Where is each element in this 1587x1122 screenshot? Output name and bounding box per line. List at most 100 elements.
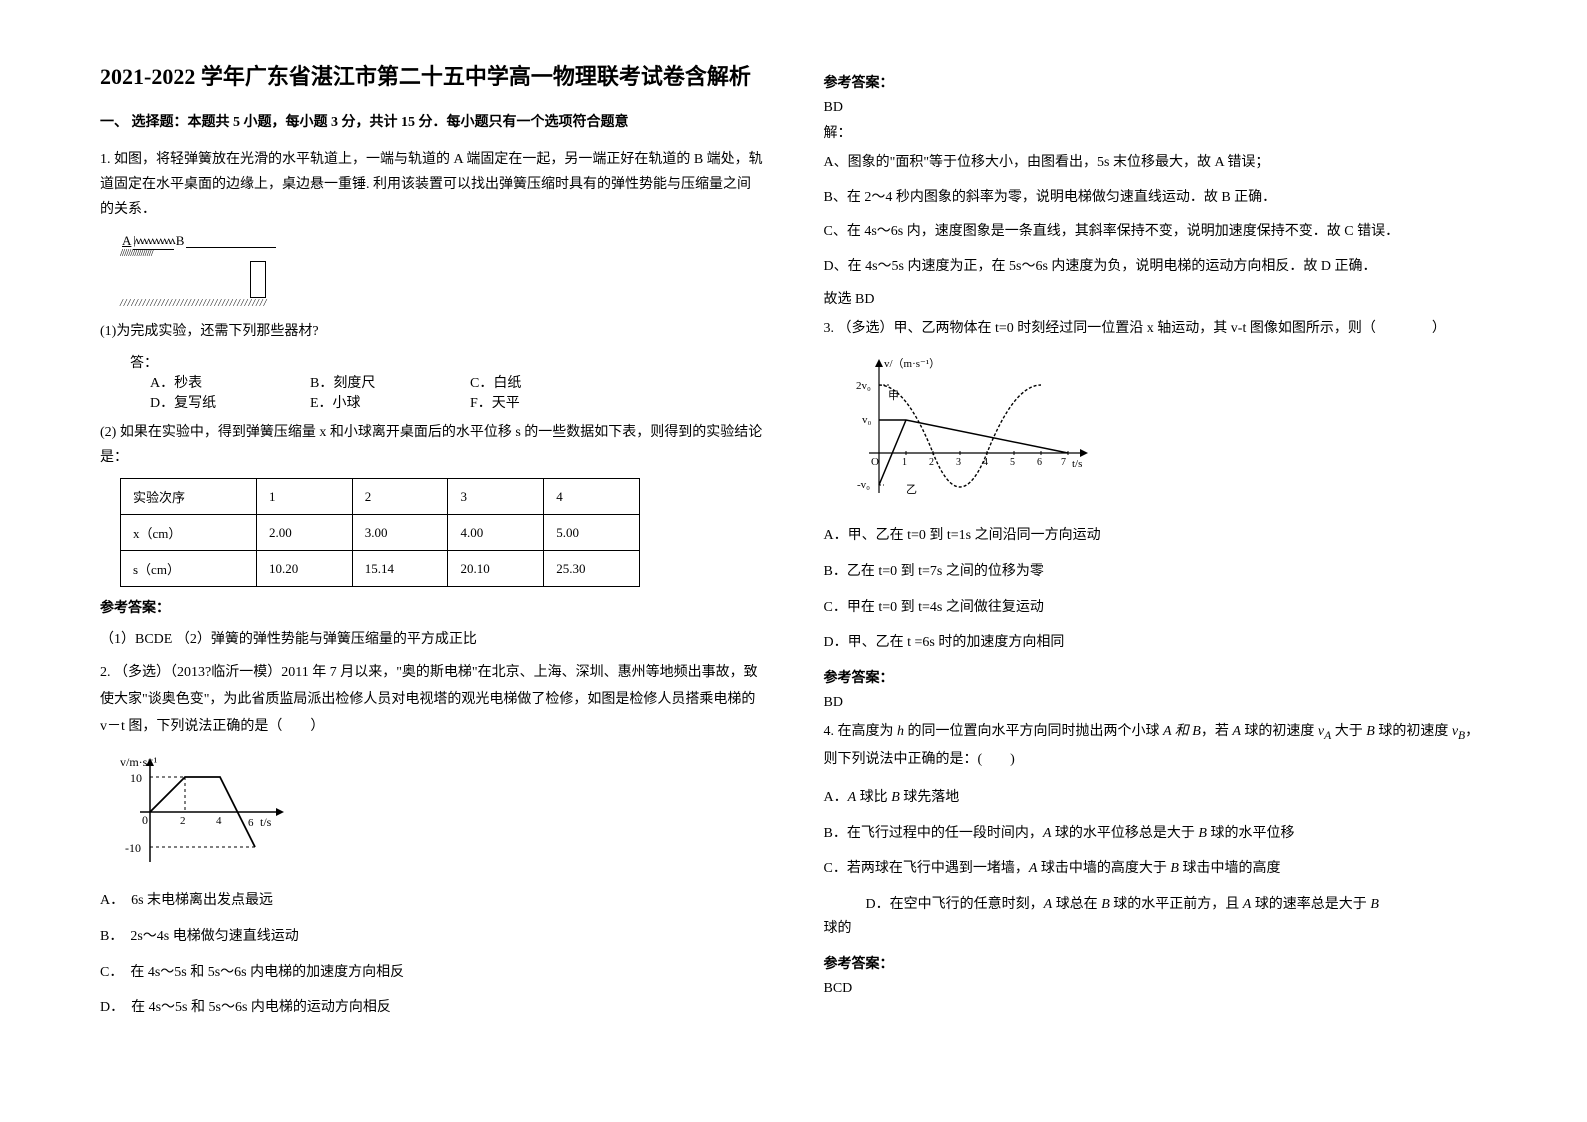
q1-opt-d: D．复写纸 [150, 392, 310, 412]
q1-opt-a: A．秒表 [150, 372, 310, 392]
q2-opt-d: D． 在 4s～5s 和 5s～6s 内电梯的运动方向相反 [100, 996, 764, 1020]
q3-y-label: v/（m·s⁻¹） [884, 357, 940, 370]
label-yi: 乙 [906, 483, 917, 496]
explain-c: C、在 4s～6s 内，速度图象是一条直线，其斜率保持不变，说明加速度保持不变．… [824, 219, 1488, 246]
q4a-i1: A [848, 790, 857, 805]
explain-label: 解： [824, 122, 1488, 142]
page-container: 2021-2022 学年广东省湛江市第二十五中学高一物理联考试卷含解析 一、 选… [0, 0, 1587, 1072]
table-cell: 2 [352, 479, 448, 515]
q3-ref-answer-label: 参考答案： [824, 667, 1488, 687]
q4-answer: BCD [824, 981, 1488, 997]
q4a-pre: A． [824, 790, 848, 805]
q2-opt-a: A． 6s 末电梯离出发点最远 [100, 889, 764, 913]
q1-opt-c: C．白纸 [470, 372, 630, 392]
q4b-end: 球的水平位移 [1207, 826, 1295, 841]
q3-graph-svg: v/（m·s⁻¹） 2v₀ v₀ -v₀ O 1 2 3 4 5 6 7 t/s… [844, 353, 1094, 503]
x-tick-2: 2 [180, 815, 186, 827]
explain-a: A、图象的"面积"等于位移大小，由图看出，5s 末位移最大，故 A 错误； [824, 150, 1488, 177]
q3-ytick-v0: v₀ [862, 414, 872, 426]
q4c-end: 球击中墙的高度 [1179, 861, 1281, 876]
x-tick-4: 4 [216, 815, 222, 827]
plumb-weight-icon [250, 261, 266, 298]
table-cell: 25.30 [544, 551, 640, 587]
q3-x3: 3 [956, 457, 961, 468]
q3-ytick-nv0: -v₀ [857, 479, 870, 491]
q4-t3: ，若 [1201, 724, 1233, 739]
q4c-i2: B [1170, 861, 1179, 876]
table-cell: 2.00 [256, 515, 352, 551]
q4-t4: 球的初速度 [1241, 724, 1318, 739]
q1-opt-f: F．天平 [470, 392, 630, 412]
q4c-mid1: 球击中墙的高度大于 [1037, 861, 1170, 876]
q2-opt-b: B． 2s～4s 电梯做匀速直线运动 [100, 925, 764, 949]
q2-vt-graph: v/m·s⁻¹ 10 0 -10 2 4 6 t/s [120, 752, 764, 877]
q4-opt-b: B．在飞行过程中的任一段时间内，A 球的水平位移总是大于 B 球的水平位移 [824, 822, 1488, 846]
x-tick-6: 6 [248, 817, 254, 829]
q4-ref-answer-label: 参考答案： [824, 953, 1488, 973]
q4-t1: 4. 在高度为 [824, 724, 898, 739]
section-1-header: 一、 选择题：本题共 5 小题，每小题 3 分，共计 15 分．每小题只有一个选… [100, 111, 764, 131]
table-row: x（cm） 2.00 3.00 4.00 5.00 [121, 515, 640, 551]
hatch-top: //////////////// [120, 247, 764, 259]
q4-stem: 4. 在高度为 h 的同一位置向水平方向同时抛出两个小球 A 和 B，若 A 球… [824, 719, 1488, 774]
origin-label: 0 [142, 813, 148, 827]
q1-data-table: 实验次序 1 2 3 4 x（cm） 2.00 3.00 4.00 5.00 s… [120, 478, 640, 587]
q3-x2: 2 [929, 457, 934, 468]
q4-va: vA [1318, 724, 1331, 739]
explain-end: 故选 BD [824, 288, 1488, 308]
q4a-mid: 球比 [856, 790, 891, 805]
table-cell: s（cm） [121, 551, 257, 587]
table-cell: 4.00 [448, 515, 544, 551]
q4d-mid2: 球的水平正前方，且 [1110, 897, 1243, 912]
q2-opt-c: C． 在 4s～5s 和 5s～6s 内电梯的加速度方向相反 [100, 961, 764, 985]
q4c-pre: C．若两球在飞行中遇到一堵墙， [824, 861, 1029, 876]
q4-ab: A 和 B [1163, 724, 1201, 739]
q1-ref-answer: （1）BCDE （2）弹簧的弹性势能与弹簧压缩量的平方成正比 [100, 627, 764, 652]
q4a-end: 球先落地 [900, 790, 960, 805]
q4d-mid3: 球的速率总是大于 [1251, 897, 1370, 912]
q1-ref-answer-label: 参考答案： [100, 597, 764, 617]
table-cell: 5.00 [544, 515, 640, 551]
table-cell: 15.14 [352, 551, 448, 587]
q4-t5: 大于 [1331, 724, 1366, 739]
q1-options-row1: A．秒表 B．刻度尺 C．白纸 [100, 372, 764, 392]
label-b: B [176, 233, 185, 249]
table-cell: 实验次序 [121, 479, 257, 515]
q3-opt-b: B．乙在 t=0 到 t=7s 之间的位移为零 [824, 560, 1488, 584]
y-tick-neg10: -10 [125, 841, 141, 855]
explain-b: B、在 2～4 秒内图象的斜率为零，说明电梯做匀速直线运动．故 B 正确． [824, 185, 1488, 212]
x-axis-label: t/s [260, 815, 272, 829]
table-cell: 3 [448, 479, 544, 515]
table-cell: 3.00 [352, 515, 448, 551]
q4-vb: vB [1452, 724, 1465, 739]
q4-a1: A [1232, 724, 1241, 739]
q1-opt-b: B．刻度尺 [310, 372, 470, 392]
q3-x6: 6 [1037, 457, 1042, 468]
q4b-i2: B [1198, 826, 1207, 841]
q1-options-row2: D．复写纸 E．小球 F．天平 [100, 392, 764, 412]
left-column: 2021-2022 学年广东省湛江市第二十五中学高一物理联考试卷含解析 一、 选… [100, 60, 764, 1032]
q1-answer-blank: 答： [100, 352, 764, 372]
q2-ref-answer-label: 参考答案： [824, 72, 1488, 92]
table-cell: 4 [544, 479, 640, 515]
q4d-i4: B [1370, 897, 1379, 912]
q1-sub2: (2) 如果在实验中，得到弹簧压缩量 x 和小球离开桌面后的水平位移 s 的一些… [100, 420, 764, 470]
q4d-i1: A [1044, 897, 1053, 912]
q3-answer: BD [824, 695, 1488, 711]
table-row: s（cm） 10.20 15.14 20.10 25.30 [121, 551, 640, 587]
table-cell: 1 [256, 479, 352, 515]
q4d-pre: D．在空中飞行的任意时刻， [824, 897, 1044, 912]
q3-x1: 1 [902, 457, 907, 468]
q4-b1: B [1366, 724, 1375, 739]
q3-x5: 5 [1010, 457, 1015, 468]
q3-ytick-2v0: 2v₀ [856, 380, 871, 392]
vt-graph-svg: v/m·s⁻¹ 10 0 -10 2 4 6 t/s [120, 752, 290, 872]
q4b-pre: B．在飞行过程中的任一段时间内， [824, 826, 1043, 841]
q3-vt-graph: v/（m·s⁻¹） 2v₀ v₀ -v₀ O 1 2 3 4 5 6 7 t/s… [844, 353, 1488, 508]
table-cell: 10.20 [256, 551, 352, 587]
q4d-i2: B [1101, 897, 1110, 912]
track-right [186, 235, 276, 248]
q3-stem: 3. （多选）甲、乙两物体在 t=0 时刻经过同一位置沿 x 轴运动，其 v-t… [824, 316, 1488, 343]
label-jia: 甲 [888, 390, 899, 402]
q4-opt-c: C．若两球在飞行中遇到一堵墙，A 球击中墙的高度大于 B 球击中墙的高度 [824, 857, 1488, 881]
